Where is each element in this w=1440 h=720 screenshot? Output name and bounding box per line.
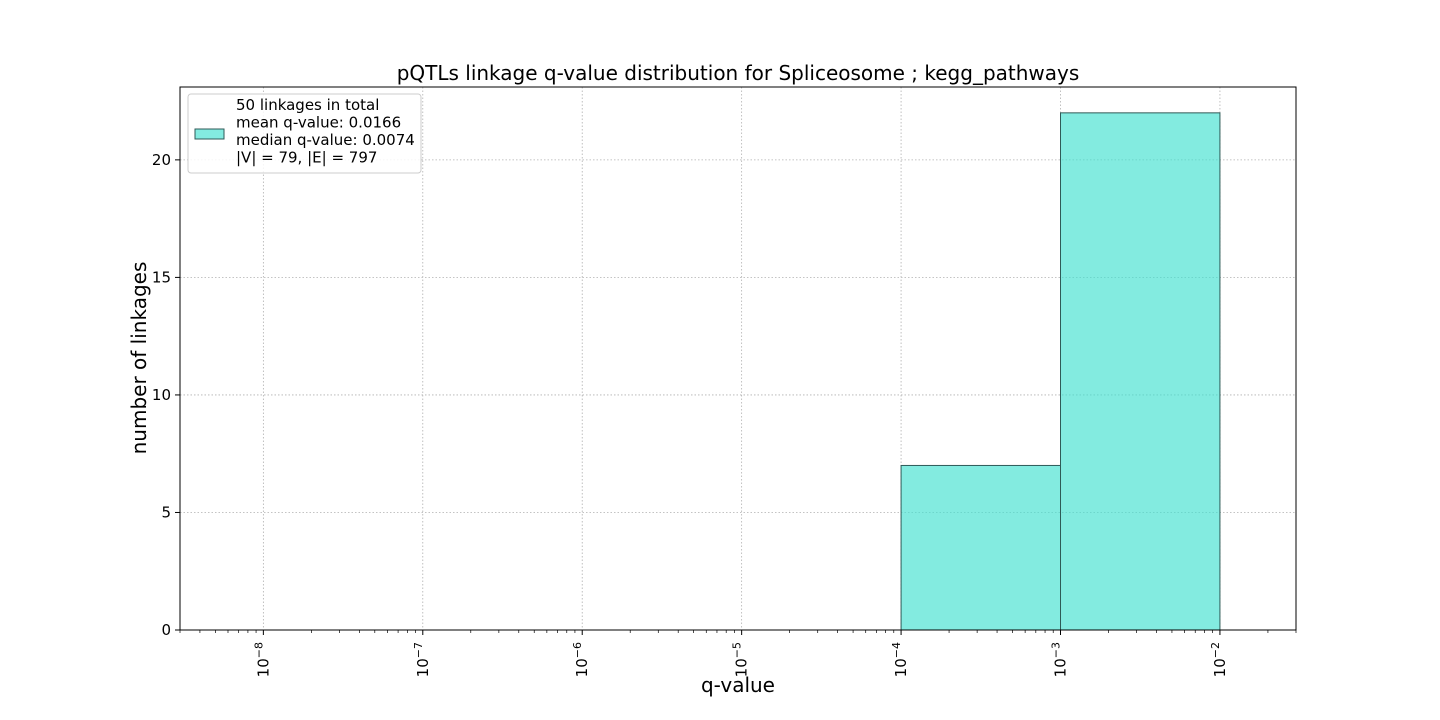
x-tick-label: 10−4	[890, 642, 910, 677]
x-tick-base: 10	[414, 658, 432, 677]
x-tick-label: 10−6	[571, 642, 591, 677]
histogram-bar	[1060, 112, 1221, 631]
y-tick-label: 20	[152, 151, 171, 169]
x-tick-label: 10−5	[731, 642, 751, 677]
x-axis-ticks: 10−810−710−610−510−410−310−2	[179, 630, 1297, 677]
x-tick-exponent: −2	[1209, 642, 1222, 658]
x-tick-base: 10	[733, 658, 751, 677]
legend-box	[187, 93, 422, 174]
legend-text-line: median q-value: 0.0074	[236, 131, 415, 149]
y-tick-label: 5	[161, 503, 171, 521]
y-axis-ticks: 0 5 10 15 20	[152, 151, 180, 639]
legend-text-line: 50 linkages in total	[236, 96, 379, 114]
y-tick-label: 10	[152, 386, 171, 404]
x-tick-label: 10−8	[252, 642, 272, 677]
x-axis-label: q-value	[701, 673, 775, 697]
x-tick-label: 10−3	[1050, 642, 1070, 677]
x-tick-exponent: −6	[571, 642, 584, 658]
legend-swatch	[194, 128, 225, 140]
x-tick-label: 10−2	[1209, 642, 1229, 677]
y-axis-label: number of linkages	[127, 262, 151, 455]
histogram-bar	[900, 464, 1062, 631]
x-tick-exponent: −5	[731, 642, 744, 658]
legend-text-line: |V| = 79, |E| = 797	[236, 149, 377, 167]
x-tick-base: 10	[1211, 658, 1229, 677]
x-tick-exponent: −4	[890, 642, 903, 658]
legend-text-line: mean q-value: 0.0166	[236, 114, 401, 132]
x-tick-label: 10−7	[412, 642, 432, 677]
x-tick-exponent: −8	[252, 642, 265, 658]
y-tick-label: 15	[152, 268, 171, 286]
x-tick-base: 10	[1052, 658, 1070, 677]
chart-title: pQTLs linkage q-value distribution for S…	[397, 61, 1080, 85]
x-tick-exponent: −7	[412, 642, 425, 658]
histogram-bars	[900, 112, 1221, 631]
x-tick-base: 10	[573, 658, 591, 677]
x-tick-exponent: −3	[1050, 642, 1063, 658]
x-tick-base: 10	[254, 658, 272, 677]
x-tick-base: 10	[892, 658, 910, 677]
y-tick-label: 0	[161, 621, 171, 639]
axes-frame	[179, 86, 1297, 631]
